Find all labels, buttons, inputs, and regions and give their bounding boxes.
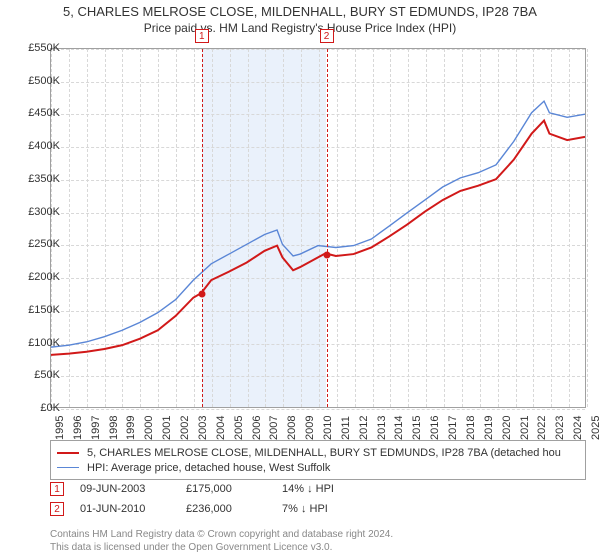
tx-diff: 14% ↓ HPI	[282, 483, 334, 495]
x-tick-label: 2016	[429, 416, 441, 440]
x-tick-label: 1995	[54, 416, 66, 440]
chart-subtitle: Price paid vs. HM Land Registry's House …	[0, 19, 600, 35]
x-tick-label: 2025	[590, 416, 600, 440]
y-tick-label: £450K	[12, 107, 60, 119]
tx-diff: 7% ↓ HPI	[282, 503, 328, 515]
y-tick-label: £350K	[12, 173, 60, 185]
chart-container: 5, CHARLES MELROSE CLOSE, MILDENHALL, BU…	[0, 0, 600, 560]
marker-dot-icon	[198, 291, 205, 298]
x-tick-label: 2024	[572, 416, 584, 440]
x-tick-label: 2002	[179, 416, 191, 440]
tx-date: 01-JUN-2010	[80, 503, 170, 515]
x-tick-label: 1996	[72, 416, 84, 440]
x-tick-label: 2008	[286, 416, 298, 440]
x-tick-label: 2017	[447, 416, 459, 440]
x-tick-label: 2015	[411, 416, 423, 440]
footer-line: Contains HM Land Registry data © Crown c…	[50, 528, 393, 541]
legend-label: 5, CHARLES MELROSE CLOSE, MILDENHALL, BU…	[87, 447, 561, 459]
marker-box-icon: 2	[320, 29, 334, 43]
marker-ref-icon: 1	[50, 482, 64, 496]
y-tick-label: £0K	[12, 402, 60, 414]
x-tick-label: 2022	[536, 416, 548, 440]
transaction-row: 1 09-JUN-2003 £175,000 14% ↓ HPI	[50, 482, 334, 496]
x-tick-label: 2009	[304, 416, 316, 440]
x-tick-label: 2023	[554, 416, 566, 440]
footer-attribution: Contains HM Land Registry data © Crown c…	[50, 528, 393, 554]
y-tick-label: £50K	[12, 369, 60, 381]
x-tick-label: 1997	[90, 416, 102, 440]
x-tick-label: 2012	[358, 416, 370, 440]
y-tick-label: £300K	[12, 206, 60, 218]
x-tick-label: 2021	[519, 416, 531, 440]
tx-price: £175,000	[186, 483, 266, 495]
legend-swatch	[57, 452, 79, 454]
legend: 5, CHARLES MELROSE CLOSE, MILDENHALL, BU…	[50, 440, 586, 480]
x-tick-label: 2018	[465, 416, 477, 440]
tx-date: 09-JUN-2003	[80, 483, 170, 495]
marker-ref-icon: 2	[50, 502, 64, 516]
x-tick-label: 2005	[233, 416, 245, 440]
legend-swatch	[57, 467, 79, 468]
y-tick-label: £150K	[12, 304, 60, 316]
tx-price: £236,000	[186, 503, 266, 515]
legend-label: HPI: Average price, detached house, West…	[87, 462, 330, 474]
marker-box-icon: 1	[195, 29, 209, 43]
footer-line: This data is licensed under the Open Gov…	[50, 541, 393, 554]
x-tick-label: 2013	[376, 416, 388, 440]
x-tick-label: 2020	[501, 416, 513, 440]
x-tick-label: 1999	[125, 416, 137, 440]
chart-svg	[51, 49, 585, 407]
legend-item-price: 5, CHARLES MELROSE CLOSE, MILDENHALL, BU…	[57, 445, 579, 460]
y-tick-label: £200K	[12, 271, 60, 283]
x-tick-label: 2010	[322, 416, 334, 440]
legend-item-hpi: HPI: Average price, detached house, West…	[57, 460, 579, 475]
x-tick-label: 2014	[393, 416, 405, 440]
chart-title: 5, CHARLES MELROSE CLOSE, MILDENHALL, BU…	[0, 0, 600, 19]
chart-plot-area: 12	[50, 48, 586, 408]
x-tick-label: 2003	[197, 416, 209, 440]
y-tick-label: £250K	[12, 238, 60, 250]
x-tick-label: 2001	[161, 416, 173, 440]
marker-dot-icon	[323, 251, 330, 258]
x-tick-label: 2011	[340, 416, 352, 440]
y-tick-label: £500K	[12, 75, 60, 87]
x-tick-label: 2019	[483, 416, 495, 440]
x-tick-label: 2004	[215, 416, 227, 440]
y-tick-label: £550K	[12, 42, 60, 54]
x-tick-label: 2000	[143, 416, 155, 440]
y-tick-label: £100K	[12, 337, 60, 349]
x-tick-label: 2007	[268, 416, 280, 440]
transaction-row: 2 01-JUN-2010 £236,000 7% ↓ HPI	[50, 502, 328, 516]
x-tick-label: 1998	[108, 416, 120, 440]
x-tick-label: 2006	[251, 416, 263, 440]
y-tick-label: £400K	[12, 140, 60, 152]
